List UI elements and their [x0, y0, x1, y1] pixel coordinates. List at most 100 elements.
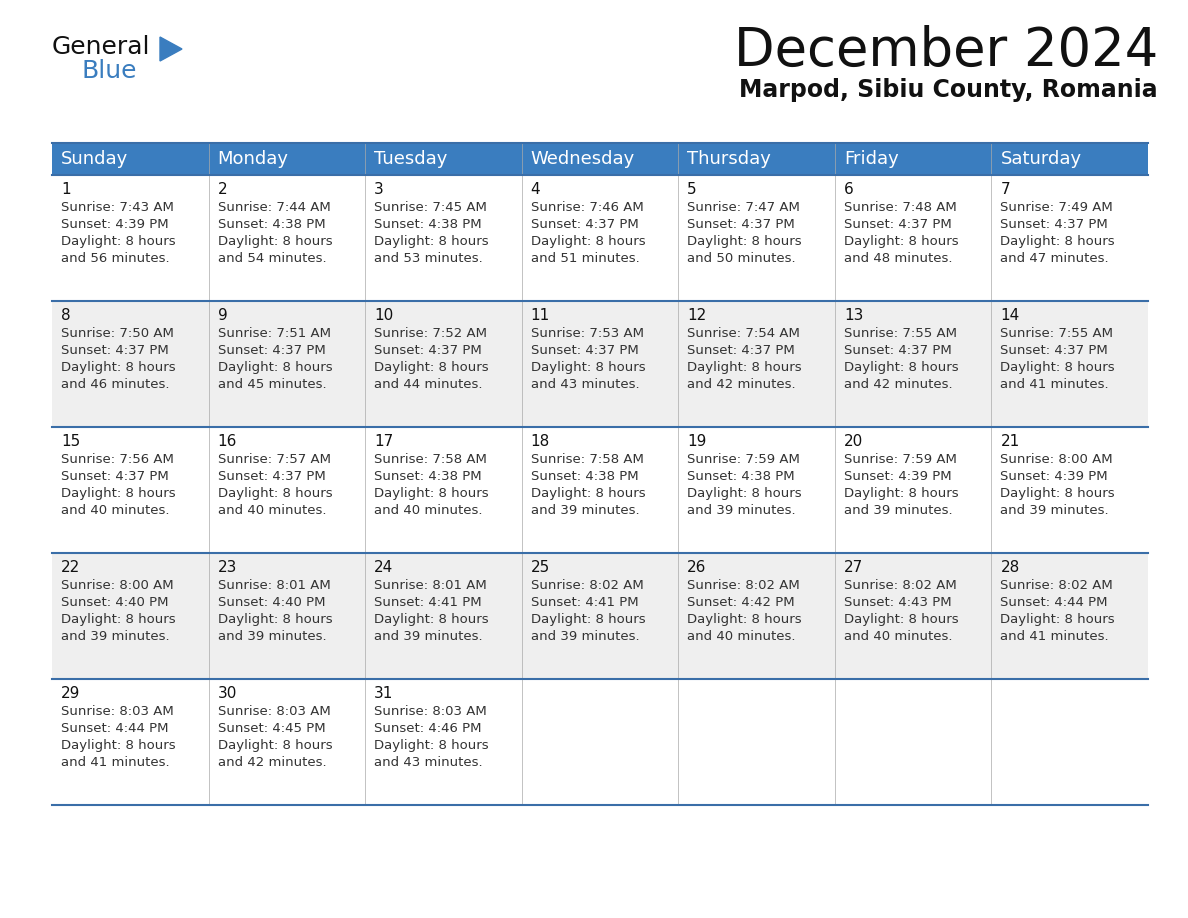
Text: and 43 minutes.: and 43 minutes. [531, 378, 639, 391]
Text: Daylight: 8 hours: Daylight: 8 hours [688, 613, 802, 626]
Text: and 42 minutes.: and 42 minutes. [217, 756, 327, 769]
Text: 9: 9 [217, 308, 227, 323]
Polygon shape [160, 37, 182, 61]
Text: Sunset: 4:37 PM: Sunset: 4:37 PM [843, 218, 952, 231]
Text: Daylight: 8 hours: Daylight: 8 hours [374, 487, 488, 500]
Text: Sunset: 4:39 PM: Sunset: 4:39 PM [843, 470, 952, 483]
Text: Sunset: 4:38 PM: Sunset: 4:38 PM [217, 218, 326, 231]
Text: Sunset: 4:37 PM: Sunset: 4:37 PM [1000, 344, 1108, 357]
Text: Sunrise: 7:44 AM: Sunrise: 7:44 AM [217, 201, 330, 214]
Text: Daylight: 8 hours: Daylight: 8 hours [61, 613, 176, 626]
Text: 10: 10 [374, 308, 393, 323]
Text: Tuesday: Tuesday [374, 150, 448, 168]
Text: Daylight: 8 hours: Daylight: 8 hours [843, 487, 959, 500]
Text: Sunset: 4:39 PM: Sunset: 4:39 PM [1000, 470, 1108, 483]
Text: and 48 minutes.: and 48 minutes. [843, 252, 953, 265]
Text: General: General [52, 35, 151, 59]
Text: Daylight: 8 hours: Daylight: 8 hours [374, 739, 488, 752]
Text: 25: 25 [531, 560, 550, 575]
Text: Daylight: 8 hours: Daylight: 8 hours [61, 361, 176, 374]
Text: Sunrise: 7:45 AM: Sunrise: 7:45 AM [374, 201, 487, 214]
Text: Sunset: 4:46 PM: Sunset: 4:46 PM [374, 722, 481, 735]
Text: 20: 20 [843, 434, 864, 449]
Text: Sunrise: 7:47 AM: Sunrise: 7:47 AM [688, 201, 801, 214]
Text: Sunrise: 7:51 AM: Sunrise: 7:51 AM [217, 327, 330, 340]
Bar [52, 427, 1148, 553]
Text: Wednesday: Wednesday [531, 150, 634, 168]
Text: Thursday: Thursday [688, 150, 771, 168]
Text: Sunset: 4:40 PM: Sunset: 4:40 PM [61, 596, 169, 609]
Text: 7: 7 [1000, 182, 1010, 197]
Text: Sunset: 4:41 PM: Sunset: 4:41 PM [374, 596, 482, 609]
Text: and 39 minutes.: and 39 minutes. [531, 630, 639, 643]
Text: Sunrise: 7:46 AM: Sunrise: 7:46 AM [531, 201, 644, 214]
Text: and 41 minutes.: and 41 minutes. [1000, 630, 1110, 643]
Text: Sunset: 4:37 PM: Sunset: 4:37 PM [531, 218, 638, 231]
Text: 18: 18 [531, 434, 550, 449]
Text: 15: 15 [61, 434, 81, 449]
Text: 31: 31 [374, 686, 393, 701]
Text: Daylight: 8 hours: Daylight: 8 hours [61, 235, 176, 248]
Text: Sunrise: 7:56 AM: Sunrise: 7:56 AM [61, 453, 173, 466]
Text: Daylight: 8 hours: Daylight: 8 hours [374, 613, 488, 626]
Text: and 39 minutes.: and 39 minutes. [531, 504, 639, 517]
Text: and 46 minutes.: and 46 minutes. [61, 378, 170, 391]
Text: Sunset: 4:45 PM: Sunset: 4:45 PM [217, 722, 326, 735]
Text: 23: 23 [217, 560, 236, 575]
Text: and 40 minutes.: and 40 minutes. [374, 504, 482, 517]
Text: Daylight: 8 hours: Daylight: 8 hours [531, 613, 645, 626]
Text: Sunrise: 7:43 AM: Sunrise: 7:43 AM [61, 201, 173, 214]
Text: and 51 minutes.: and 51 minutes. [531, 252, 639, 265]
Text: Daylight: 8 hours: Daylight: 8 hours [217, 613, 333, 626]
Text: 29: 29 [61, 686, 81, 701]
Text: Sunrise: 8:01 AM: Sunrise: 8:01 AM [217, 579, 330, 592]
Text: 26: 26 [688, 560, 707, 575]
Text: 30: 30 [217, 686, 236, 701]
Text: and 43 minutes.: and 43 minutes. [374, 756, 482, 769]
Text: Sunset: 4:38 PM: Sunset: 4:38 PM [531, 470, 638, 483]
Text: Sunrise: 7:53 AM: Sunrise: 7:53 AM [531, 327, 644, 340]
Text: Daylight: 8 hours: Daylight: 8 hours [1000, 613, 1116, 626]
Text: Sunrise: 7:58 AM: Sunrise: 7:58 AM [374, 453, 487, 466]
Text: Daylight: 8 hours: Daylight: 8 hours [688, 235, 802, 248]
Text: and 41 minutes.: and 41 minutes. [1000, 378, 1110, 391]
Text: Sunset: 4:41 PM: Sunset: 4:41 PM [531, 596, 638, 609]
Text: 6: 6 [843, 182, 854, 197]
Text: Sunset: 4:37 PM: Sunset: 4:37 PM [217, 344, 326, 357]
Text: Sunrise: 8:02 AM: Sunrise: 8:02 AM [531, 579, 644, 592]
Text: Sunrise: 7:50 AM: Sunrise: 7:50 AM [61, 327, 173, 340]
Text: and 45 minutes.: and 45 minutes. [217, 378, 327, 391]
Text: and 41 minutes.: and 41 minutes. [61, 756, 170, 769]
Text: Sunrise: 8:02 AM: Sunrise: 8:02 AM [1000, 579, 1113, 592]
Text: Daylight: 8 hours: Daylight: 8 hours [1000, 235, 1116, 248]
Text: 19: 19 [688, 434, 707, 449]
Text: and 40 minutes.: and 40 minutes. [217, 504, 326, 517]
Text: Friday: Friday [843, 150, 898, 168]
Text: Daylight: 8 hours: Daylight: 8 hours [1000, 487, 1116, 500]
Text: Sunrise: 7:58 AM: Sunrise: 7:58 AM [531, 453, 644, 466]
Text: Sunset: 4:37 PM: Sunset: 4:37 PM [61, 470, 169, 483]
Text: and 39 minutes.: and 39 minutes. [217, 630, 327, 643]
Text: Sunrise: 8:00 AM: Sunrise: 8:00 AM [1000, 453, 1113, 466]
Text: Sunset: 4:39 PM: Sunset: 4:39 PM [61, 218, 169, 231]
Text: Daylight: 8 hours: Daylight: 8 hours [1000, 361, 1116, 374]
Text: Sunrise: 8:02 AM: Sunrise: 8:02 AM [688, 579, 800, 592]
Text: Sunrise: 7:54 AM: Sunrise: 7:54 AM [688, 327, 801, 340]
Text: and 40 minutes.: and 40 minutes. [688, 630, 796, 643]
Text: Daylight: 8 hours: Daylight: 8 hours [531, 487, 645, 500]
Text: 8: 8 [61, 308, 70, 323]
Text: Daylight: 8 hours: Daylight: 8 hours [217, 361, 333, 374]
Text: Sunrise: 7:48 AM: Sunrise: 7:48 AM [843, 201, 956, 214]
Text: Sunset: 4:38 PM: Sunset: 4:38 PM [688, 470, 795, 483]
Text: Sunrise: 8:02 AM: Sunrise: 8:02 AM [843, 579, 956, 592]
Text: Sunrise: 7:59 AM: Sunrise: 7:59 AM [688, 453, 801, 466]
Bar [52, 301, 1148, 427]
Text: 11: 11 [531, 308, 550, 323]
Text: 1: 1 [61, 182, 70, 197]
Text: Sunrise: 8:03 AM: Sunrise: 8:03 AM [61, 705, 173, 718]
Text: Daylight: 8 hours: Daylight: 8 hours [843, 361, 959, 374]
Text: Sunset: 4:43 PM: Sunset: 4:43 PM [843, 596, 952, 609]
Text: 2: 2 [217, 182, 227, 197]
Text: and 39 minutes.: and 39 minutes. [843, 504, 953, 517]
Text: 17: 17 [374, 434, 393, 449]
